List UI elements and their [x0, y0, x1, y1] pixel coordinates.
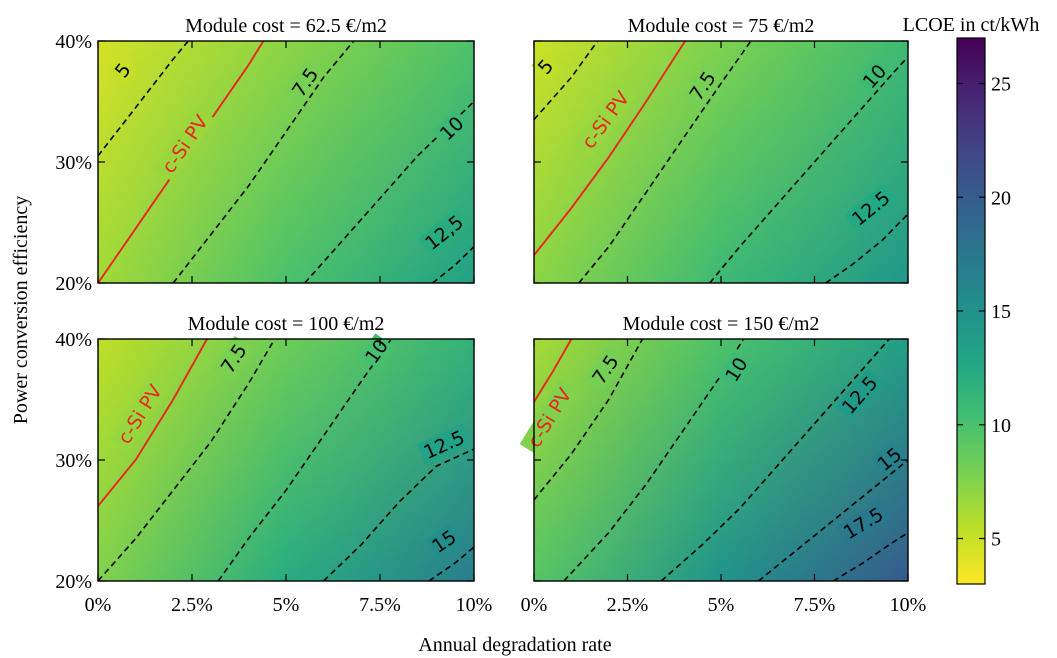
- colorbar-tick-label: 20: [991, 187, 1011, 209]
- panel-title: Module cost = 75 €/m2: [628, 15, 815, 37]
- contour-label-bg: [416, 423, 472, 465]
- y-tick-label: 20%: [55, 571, 92, 593]
- colorbar-tick-label: 10: [991, 415, 1011, 437]
- contour-label-bg: [719, 351, 753, 387]
- y-tick-label: 40%: [55, 329, 92, 351]
- contour-line-12-5: [323, 448, 474, 581]
- contour-label-bg: [844, 183, 897, 233]
- contour-group: [534, 41, 908, 283]
- contour-label-bg: [433, 110, 470, 146]
- panel-title: Module cost = 150 €/m2: [623, 313, 820, 335]
- x-tick-label: 10%: [456, 594, 493, 616]
- contour-line-7-5: [172, 41, 355, 283]
- x-tick-label: 5%: [708, 594, 735, 616]
- contour-label-bg: [834, 368, 885, 421]
- contour-label-bg: [284, 59, 325, 105]
- y-tick-label: 40%: [55, 31, 92, 53]
- contour-label-bg: [871, 441, 908, 477]
- contour-label-bg: [682, 63, 723, 109]
- contour-line-15: [757, 459, 908, 581]
- contour-group: [534, 339, 908, 581]
- y-tick-label: 30%: [55, 152, 92, 174]
- colorbar-tick-label: 15: [991, 301, 1011, 323]
- contour-line-5: [98, 41, 189, 157]
- csi-reference-line: [534, 41, 687, 256]
- contour-line-10: [709, 56, 908, 283]
- contour-label-bg: [836, 500, 891, 546]
- csi-reference-line: [98, 339, 208, 507]
- y-tick-label: 30%: [55, 450, 92, 472]
- colorbar-tick-label: 5: [991, 529, 1001, 551]
- panel-title: Module cost = 62.5 €/m2: [185, 15, 387, 37]
- x-tick-label: 7.5%: [794, 594, 836, 616]
- csi-label-bg: [109, 375, 169, 453]
- x-tick-label: 10%: [890, 594, 927, 616]
- contour-line-17-5: [832, 531, 908, 581]
- contour-label-bg: [426, 524, 462, 559]
- panel-title: Module cost = 100 €/m2: [188, 313, 385, 335]
- contour-label-bg: [531, 52, 560, 81]
- colorbar-tick-label: 25: [991, 74, 1011, 96]
- x-tick-label: 2.5%: [171, 594, 213, 616]
- contour-label-bg: [856, 58, 892, 94]
- contour-line-12-5: [825, 213, 908, 283]
- heatmap-field-bottom: [98, 41, 474, 283]
- contour-label-group: 5: [108, 56, 137, 84]
- y-axis-label: Power conversion efficiency: [10, 196, 32, 424]
- x-tick-label: 5%: [273, 594, 300, 616]
- x-tick-label: 2.5%: [607, 594, 649, 616]
- csi-label-bg: [153, 106, 216, 182]
- contour-label-bg: [417, 207, 471, 257]
- contour-line-7-5: [578, 41, 752, 283]
- contour-label-group: 5: [531, 52, 560, 81]
- x-tick-label: 0%: [85, 594, 112, 616]
- csi-reference-line: [534, 339, 573, 403]
- contour-label-bg: [213, 336, 254, 381]
- x-axis-label: Annual degradation rate: [418, 634, 611, 656]
- csi-label-bg: [573, 82, 637, 157]
- contour-label-bg: [108, 56, 137, 84]
- colorbar: 5 10 15 20 25: [956, 37, 1011, 585]
- contour-label-bg: [359, 333, 394, 369]
- y-tick-label: 20%: [55, 273, 92, 295]
- contour-line-10: [304, 100, 474, 283]
- x-tick-label: 0%: [521, 594, 548, 616]
- heatmap-field-bottom: [534, 41, 908, 283]
- contour-line-15: [428, 546, 474, 581]
- contour-line-10: [563, 339, 745, 581]
- contour-line-7-5: [534, 339, 644, 501]
- contour-group: [98, 339, 474, 581]
- colorbar-label: LCOE in ct/kWh: [903, 14, 1040, 36]
- contour-label-bg: [584, 346, 626, 392]
- x-tick-label: 7.5%: [359, 594, 401, 616]
- contour-line-10: [217, 339, 392, 581]
- heatmap-field-bottom: [98, 339, 474, 581]
- contour-line-12-5: [660, 339, 890, 581]
